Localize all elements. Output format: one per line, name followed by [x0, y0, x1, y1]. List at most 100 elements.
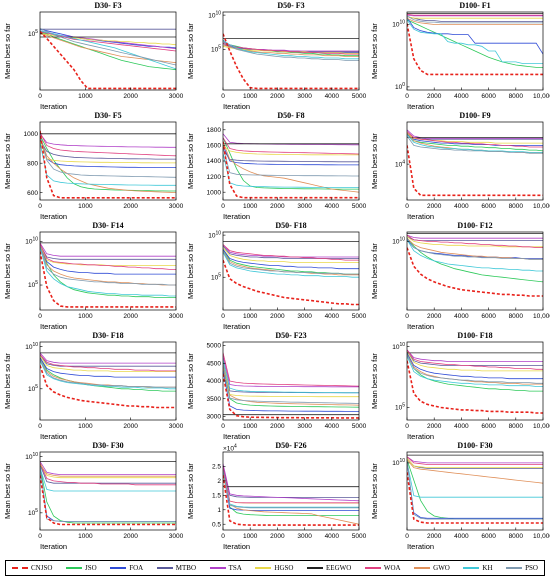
series-line-tsa — [40, 242, 176, 257]
x-tick-label: 1000 — [78, 533, 93, 540]
x-tick-label: 6000 — [481, 93, 496, 100]
legend-label: MTBO — [175, 564, 197, 572]
y-tick-label: 1000 — [207, 189, 222, 196]
series-line-jso — [223, 366, 359, 408]
series-line-woa — [40, 354, 176, 372]
chart-panel: D100- F9 Mean best so far Iteration 104 0 200… — [367, 110, 550, 221]
series-line-pso — [40, 245, 176, 286]
y-tick-label: 105 — [211, 272, 221, 281]
x-tick-label: 1000 — [243, 423, 258, 430]
y-tick-label: 1.5 — [212, 493, 221, 500]
x-axis-label: Iteration — [40, 212, 67, 221]
plot-frame — [222, 11, 360, 91]
legend-swatch — [12, 567, 28, 569]
x-axis-label: Iteration — [223, 212, 250, 221]
series-line-cnjso — [40, 251, 176, 308]
series-line-foa — [40, 467, 176, 522]
series-line-jso — [40, 247, 176, 298]
series-line-gwo — [223, 141, 359, 193]
x-tick-label: 2000 — [270, 533, 285, 540]
y-axis-label: Mean best so far — [3, 133, 12, 189]
chart-panel: D30- F30 Mean best so far Iteration 1010 105… — [0, 440, 184, 551]
x-tick-label: 3000 — [297, 423, 312, 430]
series-line-tsa — [223, 463, 359, 502]
series-line-woa — [407, 349, 543, 370]
chart-title: D30- F30 — [92, 441, 123, 450]
series-line-jso — [40, 135, 176, 192]
series-line-foa — [407, 352, 543, 380]
y-tick-label: 1010 — [392, 458, 405, 467]
series-line-mtbo — [223, 466, 359, 498]
chart-panel: D100- F1 Mean best so far Iteration 1010 100… — [367, 0, 550, 111]
series-line-mtbo — [40, 244, 176, 260]
chart-title: D100- F9 — [459, 111, 490, 120]
series-line-hgso — [223, 145, 359, 156]
x-tick-label: 1000 — [78, 93, 93, 100]
y-tick-label: 4000 — [207, 378, 222, 385]
series-line-cnjso — [223, 259, 359, 306]
y-tick-label: 1600 — [207, 143, 222, 150]
series-line-cnjso — [40, 365, 176, 409]
series-line-tsa — [40, 352, 176, 364]
plot-frame — [406, 451, 544, 531]
legend-item-foa: FOA — [110, 564, 143, 572]
plot-frame — [39, 451, 177, 531]
x-tick-label: 1000 — [243, 313, 258, 320]
chart-svg: D50- F8 Mean best so far Iteration 1800 1600… — [186, 111, 367, 221]
series-line-pso — [407, 237, 543, 260]
series-line-pso — [40, 359, 176, 388]
x-tick-label: 2000 — [123, 533, 138, 540]
x-tick-label: 2000 — [427, 423, 442, 430]
legend-item-woa: WOA — [364, 564, 401, 572]
series-line-cnjso — [407, 472, 543, 524]
series-group — [223, 133, 359, 199]
series-line-kh — [407, 19, 543, 64]
legend-swatch — [364, 567, 381, 569]
series-line-foa — [407, 461, 543, 519]
y-tick-label: 1010 — [392, 237, 405, 246]
series-line-pso — [223, 469, 359, 509]
series-line-woa — [223, 466, 359, 504]
x-tick-label: 8000 — [509, 533, 524, 540]
series-line-foa — [223, 472, 359, 511]
x-tick-label: 5000 — [352, 93, 367, 100]
x-axis-label: Iteration — [407, 102, 434, 111]
series-line-woa — [223, 42, 359, 55]
x-tick-label: 0 — [405, 203, 409, 210]
series-line-hgso — [407, 16, 543, 19]
x-tick-label: 8000 — [509, 93, 524, 100]
x-tick-label: 2000 — [427, 533, 442, 540]
series-line-kh — [40, 247, 176, 297]
x-axis-label: Iteration — [407, 542, 434, 551]
y-tick-label: 105 — [28, 280, 38, 289]
chart-title: D30- F18 — [92, 331, 123, 340]
y-axis-label: Mean best so far — [3, 463, 12, 519]
series-line-mtbo — [407, 236, 543, 242]
chart-svg: D30- F14 Mean best so far Iteration 1010 105… — [3, 221, 184, 331]
series-line-mtbo — [407, 132, 543, 140]
x-tick-label: 10,000 — [533, 313, 550, 320]
series-line-hgso — [40, 140, 176, 164]
x-tick-label: 6000 — [481, 423, 496, 430]
series-line-mtbo — [40, 464, 176, 484]
plot-frame — [39, 121, 177, 201]
x-tick-label: 1000 — [243, 533, 258, 540]
y-tick-label: 5000 — [207, 343, 222, 350]
series-line-hgso — [223, 247, 359, 263]
series-line-foa — [407, 17, 543, 55]
legend-label: FOA — [129, 564, 144, 572]
series-group — [223, 33, 359, 90]
chart-panel: D30- F3 Mean best so far Iteration 105 0 1000… — [0, 0, 184, 111]
series-line-gwo — [407, 17, 543, 25]
y-tick-label: 2 — [217, 478, 221, 485]
series-line-kh — [407, 134, 543, 153]
chart-title: D100- F18 — [457, 331, 492, 340]
series-line-jso — [407, 237, 543, 283]
series-line-foa — [223, 370, 359, 412]
legend-item-gwo: GWO — [414, 564, 450, 572]
chart-panel: D30- F5 Mean best so far Iteration 1000 800 6… — [0, 110, 184, 221]
chart-svg: D30- F3 Mean best so far Iteration 105 0 1000… — [3, 1, 184, 111]
series-group — [407, 349, 543, 414]
y-tick-label: 100 — [395, 82, 405, 91]
series-line-woa — [407, 456, 543, 465]
